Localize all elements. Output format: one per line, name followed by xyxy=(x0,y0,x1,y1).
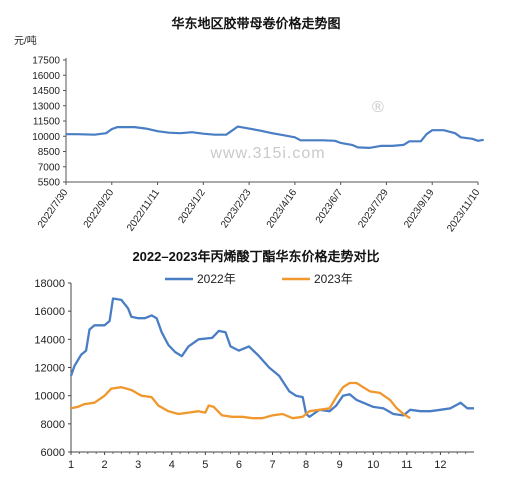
chart2-x-tick-label: 4 xyxy=(169,459,175,471)
chart2-x-tick-label: 11 xyxy=(401,459,412,471)
chart1-y-tick-label: 8500 xyxy=(38,147,61,158)
chart1-y-tick-label: 14500 xyxy=(32,86,60,97)
chart1-watermark-mark: ® xyxy=(372,99,385,116)
chart1-x-tick-label: 2023/4/16 xyxy=(265,187,300,230)
chart2-x-tick-label: 7 xyxy=(269,459,275,471)
chart2-series-line-2022 xyxy=(69,297,474,418)
chart2-x-tick-label: 8 xyxy=(303,459,309,471)
chart2-y-tick-label: 12000 xyxy=(34,363,65,375)
chart2-x-tick-label: 5 xyxy=(202,459,208,471)
chart2-y-tick-label: 18000 xyxy=(34,278,65,290)
chart1-x-tick-label: 2023/11/10 xyxy=(445,187,483,234)
chart2-x-tick-label: 9 xyxy=(337,459,343,471)
chart1-x-tick-label: 2022/11/11 xyxy=(125,187,162,233)
chart1-x-tick-label: 2023/9/19 xyxy=(402,187,437,230)
chart2-series-line-2023 xyxy=(70,381,411,420)
chart2-x-tick-label: 1 xyxy=(68,459,74,471)
chart2-title: 2022–2023年丙烯酸丁酯华东价格走势对比 xyxy=(132,249,379,264)
chart1-y-tick-label: 11500 xyxy=(33,117,61,128)
chart2-y-tick-label: 10000 xyxy=(34,391,65,403)
chart1-unit-label: 元/吨 xyxy=(14,34,37,47)
chart2-y-tick-label: 16000 xyxy=(34,306,65,318)
chart2-x-tick-label: 12 xyxy=(434,459,446,471)
chart1-x-tick-label: 2022/7/30 xyxy=(36,187,71,230)
chart2-legend: 2022年 2023年 xyxy=(165,272,353,286)
chart2-y-tick-label: 6000 xyxy=(41,447,65,459)
chart1-y-tick-label: 13000 xyxy=(32,101,60,112)
chart1-x-tick-label: 2022/9/20 xyxy=(82,187,117,230)
chart2-y-tick-label: 14000 xyxy=(34,334,65,346)
chart2-y-tick-label: 8000 xyxy=(41,419,65,431)
chart1-x-tick-label: 2023/7/29 xyxy=(356,187,391,230)
chart2-x-tick-label: 3 xyxy=(135,459,141,471)
chart1-y-tick-label: 17500 xyxy=(32,56,60,67)
chart2-x-tick-label: 2 xyxy=(102,459,108,471)
legend-label-2022: 2022年 xyxy=(197,272,236,286)
chart1-watermark: www.315i.com xyxy=(209,145,325,162)
chart1-x-tick-label: 2023/1/2 xyxy=(176,187,208,226)
chart1-price-line xyxy=(66,125,484,149)
chart2-x-tick-label: 10 xyxy=(367,459,379,471)
chart1-x-tick-label: 2023/2/23 xyxy=(219,187,254,230)
chart1-y-tick-label: 5500 xyxy=(38,178,61,189)
chart2-x-tick-label: 6 xyxy=(236,459,242,471)
chart1-y-tick-label: 7000 xyxy=(38,162,61,173)
chart1-y-tick-label: 10000 xyxy=(32,132,60,143)
chart1-x-tick-label: 2023/6/7 xyxy=(314,187,346,226)
legend-label-2023: 2023年 xyxy=(314,272,353,286)
chart1-y-tick-label: 16000 xyxy=(32,71,60,82)
chart1-title: 华东地区胶带母卷价格走势图 xyxy=(171,16,340,31)
